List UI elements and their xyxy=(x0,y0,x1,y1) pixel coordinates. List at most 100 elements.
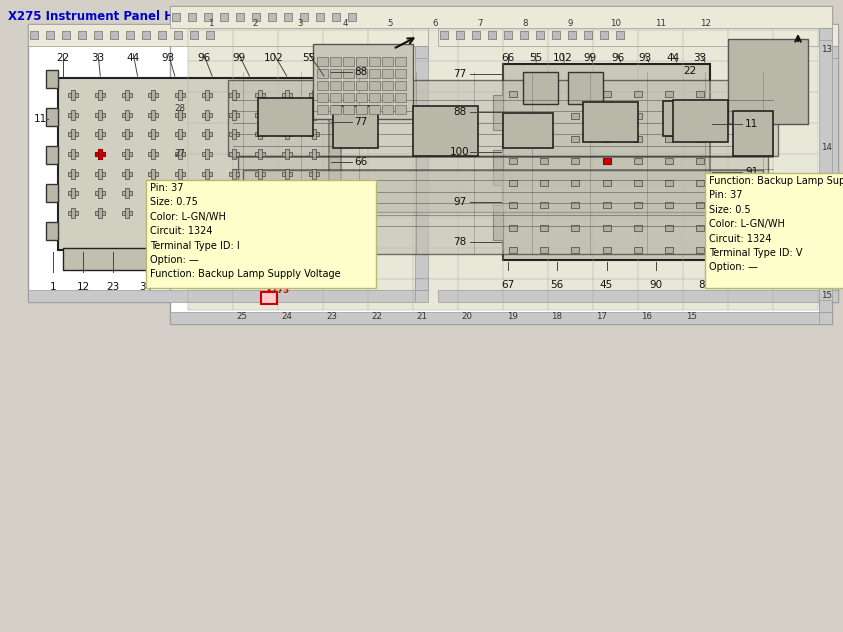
Bar xyxy=(438,24,838,46)
Bar xyxy=(395,93,406,102)
Bar xyxy=(509,225,517,231)
Bar xyxy=(201,211,212,215)
Bar xyxy=(228,191,239,195)
Bar xyxy=(121,191,132,195)
Bar xyxy=(330,81,341,90)
Bar xyxy=(309,172,319,176)
Bar xyxy=(220,13,228,21)
Text: 66: 66 xyxy=(354,157,368,167)
Bar xyxy=(572,180,579,186)
Bar xyxy=(264,268,283,282)
Bar xyxy=(634,202,642,209)
Text: 26: 26 xyxy=(174,199,185,208)
Text: 11: 11 xyxy=(655,19,666,28)
Bar xyxy=(285,90,289,100)
Text: 1: 1 xyxy=(207,19,213,28)
Bar xyxy=(313,44,413,119)
Bar xyxy=(382,69,393,78)
Bar xyxy=(369,105,380,114)
Bar xyxy=(329,83,341,245)
Bar xyxy=(634,91,642,97)
Bar xyxy=(309,112,319,117)
Text: 44: 44 xyxy=(126,53,140,63)
Text: 16: 16 xyxy=(642,312,652,321)
Bar xyxy=(536,31,544,39)
Text: 102: 102 xyxy=(264,53,284,63)
Bar xyxy=(205,208,209,218)
Bar xyxy=(572,202,579,209)
Bar xyxy=(663,101,708,137)
Bar xyxy=(201,132,212,137)
Bar xyxy=(600,31,608,39)
Bar xyxy=(258,99,314,137)
Bar xyxy=(71,208,75,218)
Bar xyxy=(348,13,356,21)
Bar xyxy=(255,211,266,215)
Bar xyxy=(178,149,182,159)
Bar xyxy=(415,278,428,290)
Text: 15: 15 xyxy=(686,312,697,321)
Bar xyxy=(488,31,496,39)
Bar xyxy=(696,247,704,253)
Bar xyxy=(665,247,673,253)
Text: 78: 78 xyxy=(454,237,467,247)
Bar xyxy=(382,81,393,90)
Bar xyxy=(330,57,341,66)
Bar xyxy=(175,112,185,117)
Bar xyxy=(152,110,155,119)
Bar xyxy=(121,172,132,176)
Text: 77: 77 xyxy=(354,117,368,127)
Bar xyxy=(540,202,548,209)
Bar xyxy=(317,57,328,66)
Bar xyxy=(603,91,610,97)
Bar xyxy=(201,152,212,156)
Bar xyxy=(285,208,289,218)
Bar xyxy=(696,113,704,119)
Text: 12: 12 xyxy=(77,282,89,292)
Bar xyxy=(28,290,415,302)
Bar xyxy=(540,113,548,119)
Bar xyxy=(201,191,212,195)
Bar xyxy=(634,113,642,119)
Bar xyxy=(382,93,393,102)
Bar xyxy=(509,91,517,97)
Bar xyxy=(255,152,266,156)
Bar xyxy=(285,130,289,139)
Bar xyxy=(243,170,763,254)
Bar xyxy=(673,100,728,142)
Bar xyxy=(201,112,212,117)
Bar xyxy=(178,110,182,119)
Bar xyxy=(696,158,704,164)
Bar xyxy=(175,172,185,176)
Bar xyxy=(285,149,289,159)
Bar xyxy=(228,112,239,117)
Bar xyxy=(94,31,102,39)
Bar xyxy=(125,149,128,159)
Bar xyxy=(142,31,150,39)
Bar xyxy=(696,91,704,97)
Text: 89: 89 xyxy=(698,280,711,290)
Bar xyxy=(285,110,289,119)
Bar xyxy=(94,172,105,176)
Text: X275 Instrument Panel Harness to Body Harness: X275 Instrument Panel Harness to Body Ha… xyxy=(8,10,331,23)
Bar xyxy=(438,24,838,302)
Bar xyxy=(46,222,58,240)
Bar xyxy=(228,93,239,97)
Text: 22: 22 xyxy=(372,312,383,321)
Bar xyxy=(255,93,266,97)
Bar xyxy=(382,105,393,114)
Bar xyxy=(148,112,158,117)
Text: 99: 99 xyxy=(232,53,245,63)
Bar xyxy=(509,136,517,142)
Bar xyxy=(312,188,316,198)
Bar xyxy=(603,136,610,142)
Bar xyxy=(282,132,293,137)
Text: 97: 97 xyxy=(454,197,467,207)
Text: 77: 77 xyxy=(454,69,467,79)
Bar xyxy=(603,158,610,164)
Bar xyxy=(125,110,128,119)
Bar xyxy=(312,149,316,159)
Bar xyxy=(94,191,105,195)
Bar xyxy=(201,93,212,97)
Bar xyxy=(520,31,528,39)
